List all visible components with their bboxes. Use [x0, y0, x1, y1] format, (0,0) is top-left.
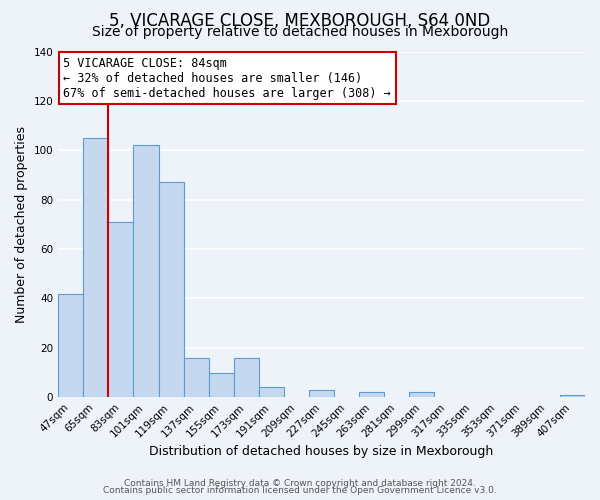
Text: Contains HM Land Registry data © Crown copyright and database right 2024.: Contains HM Land Registry data © Crown c… [124, 478, 476, 488]
Text: 5 VICARAGE CLOSE: 84sqm
← 32% of detached houses are smaller (146)
67% of semi-d: 5 VICARAGE CLOSE: 84sqm ← 32% of detache… [64, 56, 391, 100]
X-axis label: Distribution of detached houses by size in Mexborough: Distribution of detached houses by size … [149, 444, 494, 458]
Bar [158, 182, 184, 397]
Bar [133, 146, 158, 397]
Bar [234, 358, 259, 397]
Y-axis label: Number of detached properties: Number of detached properties [15, 126, 28, 323]
Text: Contains public sector information licensed under the Open Government Licence v3: Contains public sector information licen… [103, 486, 497, 495]
Bar [184, 358, 209, 397]
Text: Size of property relative to detached houses in Mexborough: Size of property relative to detached ho… [92, 25, 508, 39]
Bar [58, 294, 83, 397]
Bar [259, 388, 284, 397]
Bar [560, 395, 585, 397]
Bar [109, 222, 133, 397]
Text: 5, VICARAGE CLOSE, MEXBOROUGH, S64 0ND: 5, VICARAGE CLOSE, MEXBOROUGH, S64 0ND [109, 12, 491, 30]
Bar [83, 138, 109, 397]
Bar [409, 392, 434, 397]
Bar [309, 390, 334, 397]
Bar [359, 392, 385, 397]
Bar [209, 372, 234, 397]
